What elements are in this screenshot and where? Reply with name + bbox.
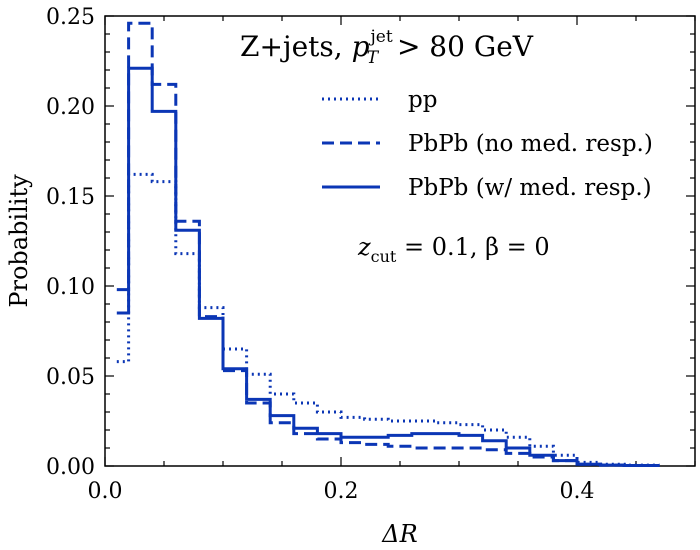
x-tick-label: 0.4 (560, 479, 595, 504)
legend-label-pbpb-no-med: PbPb (no med. resp.) (408, 131, 653, 157)
series-line-2 (116, 66, 660, 467)
title-prefix: Z+jets, (240, 30, 352, 63)
annotation-z: z (357, 233, 371, 261)
annotation-rest: = 0.1, β = 0 (396, 233, 549, 261)
title-p: p (352, 30, 370, 63)
y-tick-label: 0.15 (46, 185, 95, 210)
legend: pp PbPb (no med. resp.) PbPb (w/ med. re… (322, 87, 653, 201)
tick-labels: 0.0 0.2 0.4 0.00 0.05 0.10 0.15 0.20 0.25 (46, 5, 594, 504)
axis-ticks (104, 15, 696, 467)
y-tick-label: 0.00 (46, 455, 95, 480)
x-tick-label: 0.2 (324, 479, 359, 504)
title-sup: jet (369, 27, 393, 47)
annotation-sub: cut (371, 247, 397, 266)
x-axis-label: ΔR (381, 520, 417, 548)
legend-label-pbpb-w-med: PbPb (w/ med. resp.) (408, 175, 652, 201)
legend-label-pp: pp (408, 87, 437, 113)
title-suffix: > 80 GeV (388, 30, 534, 63)
y-axis-label: Probability (5, 174, 33, 308)
y-tick-label: 0.05 (46, 365, 95, 390)
y-tick-label: 0.25 (46, 5, 95, 30)
series-layer (116, 21, 660, 467)
title-sub: T (367, 48, 380, 68)
x-tick-label: 0.0 (88, 479, 123, 504)
chart-title: Z+jets, pjet T > 80 GeV (240, 27, 534, 68)
annotation: zcut = 0.1, β = 0 (357, 233, 550, 266)
y-tick-label: 0.10 (46, 275, 95, 300)
y-tick-label: 0.20 (46, 95, 95, 120)
